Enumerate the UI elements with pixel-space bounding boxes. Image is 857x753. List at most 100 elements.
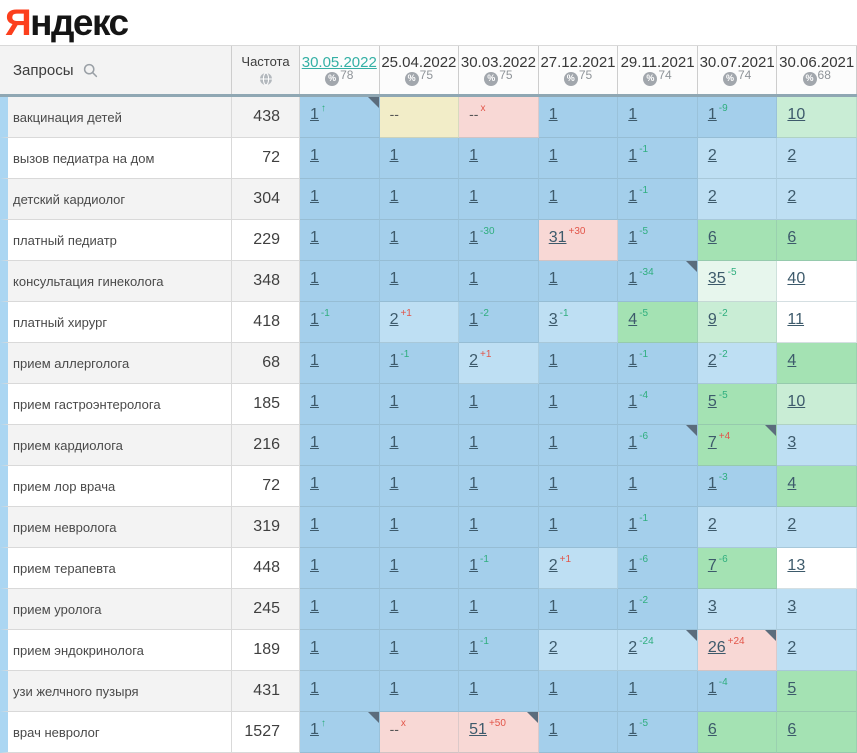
- position-link[interactable]: 1: [389, 516, 399, 533]
- position-link[interactable]: 1: [469, 229, 479, 246]
- position-link[interactable]: 1: [310, 475, 319, 492]
- position-link[interactable]: 1: [469, 270, 479, 287]
- position-link[interactable]: 1: [310, 311, 319, 328]
- position-link[interactable]: 6: [707, 721, 717, 738]
- position-link[interactable]: 1: [628, 434, 638, 451]
- position-link[interactable]: 1: [310, 188, 319, 205]
- date-link[interactable]: 25.04.2022: [381, 54, 457, 72]
- position-link[interactable]: 1: [310, 434, 319, 451]
- position-link[interactable]: 2: [548, 639, 558, 656]
- position-link[interactable]: 1: [707, 680, 717, 697]
- corner-note-icon[interactable]: [765, 630, 777, 641]
- position-link[interactable]: 26: [707, 639, 726, 656]
- position-link[interactable]: 2: [787, 147, 797, 164]
- position-link[interactable]: 1: [389, 598, 399, 615]
- position-link[interactable]: 3: [548, 311, 558, 328]
- position-link[interactable]: 1: [310, 147, 319, 164]
- position-link[interactable]: 2: [787, 188, 797, 205]
- keyword-cell[interactable]: прием лор врача: [0, 466, 232, 507]
- keyword-cell[interactable]: платный хирург: [0, 302, 232, 343]
- frequency-column-header[interactable]: Частота: [232, 46, 300, 94]
- position-link[interactable]: 4: [787, 352, 797, 369]
- position-link[interactable]: 1: [310, 270, 319, 287]
- position-link[interactable]: 2: [707, 188, 717, 205]
- position-link[interactable]: 10: [787, 106, 806, 123]
- position-link[interactable]: 1: [310, 639, 319, 656]
- position-link[interactable]: 3: [707, 598, 717, 615]
- keyword-cell[interactable]: прием аллерголога: [0, 343, 232, 384]
- position-link[interactable]: 2: [628, 639, 638, 656]
- position-link[interactable]: 1: [548, 352, 558, 369]
- position-link[interactable]: 1: [389, 270, 399, 287]
- position-link[interactable]: 40: [787, 270, 806, 287]
- position-link[interactable]: 1: [628, 229, 638, 246]
- keyword-cell[interactable]: вакцинация детей: [0, 97, 232, 138]
- keyword-cell[interactable]: вызов педиатра на дом: [0, 138, 232, 179]
- position-link[interactable]: 1: [628, 106, 638, 123]
- position-link[interactable]: 1: [548, 434, 558, 451]
- position-link[interactable]: 1: [548, 516, 558, 533]
- position-link[interactable]: 1: [389, 557, 399, 574]
- position-link[interactable]: 1: [628, 557, 638, 574]
- position-link[interactable]: 1: [628, 147, 638, 164]
- keyword-cell[interactable]: прием эндокринолога: [0, 630, 232, 671]
- keyword-cell[interactable]: консультация гинеколога: [0, 261, 232, 302]
- keyword-cell[interactable]: детский кардиолог: [0, 179, 232, 220]
- position-link[interactable]: 31: [548, 229, 567, 246]
- keyword-cell[interactable]: прием гастроэнтеролога: [0, 384, 232, 425]
- position-link[interactable]: 1: [310, 393, 319, 410]
- position-link[interactable]: 1: [389, 680, 399, 697]
- position-link[interactable]: 2: [548, 557, 558, 574]
- position-link[interactable]: 2: [707, 516, 717, 533]
- position-link[interactable]: 1: [310, 229, 319, 246]
- position-link[interactable]: 1: [310, 106, 319, 123]
- position-link[interactable]: 1: [628, 393, 638, 410]
- position-link[interactable]: 1: [548, 188, 558, 205]
- position-link[interactable]: 1: [548, 393, 558, 410]
- position-link[interactable]: 1: [389, 475, 399, 492]
- search-icon[interactable]: [83, 63, 98, 78]
- position-link[interactable]: 1: [389, 229, 399, 246]
- position-link[interactable]: 1: [628, 188, 638, 205]
- position-link[interactable]: 1: [469, 557, 479, 574]
- position-link[interactable]: 1: [310, 598, 319, 615]
- position-link[interactable]: 5: [787, 680, 797, 697]
- position-link[interactable]: 13: [787, 557, 806, 574]
- position-link[interactable]: 1: [469, 311, 479, 328]
- position-link[interactable]: 1: [628, 680, 638, 697]
- position-link[interactable]: 1: [469, 598, 479, 615]
- position-link[interactable]: 1: [310, 516, 319, 533]
- position-link[interactable]: 1: [548, 106, 558, 123]
- position-link[interactable]: 1: [628, 352, 638, 369]
- position-link[interactable]: 6: [707, 229, 717, 246]
- corner-note-icon[interactable]: [685, 425, 697, 436]
- position-link[interactable]: 4: [787, 475, 797, 492]
- corner-note-icon[interactable]: [685, 261, 697, 272]
- date-link[interactable]: 27.12.2021: [540, 54, 616, 72]
- position-link[interactable]: 9: [707, 311, 717, 328]
- position-link[interactable]: 2: [707, 147, 717, 164]
- date-link[interactable]: 30.05.2022: [301, 54, 377, 72]
- date-link[interactable]: 30.03.2022: [460, 54, 536, 72]
- position-link[interactable]: 3: [787, 434, 797, 451]
- position-link[interactable]: 1: [548, 147, 558, 164]
- position-link[interactable]: 2: [389, 311, 399, 328]
- position-link[interactable]: 51: [469, 721, 487, 738]
- position-link[interactable]: 1: [310, 721, 319, 738]
- position-link[interactable]: 1: [707, 475, 717, 492]
- position-link[interactable]: 1: [389, 147, 399, 164]
- corner-note-icon[interactable]: [765, 425, 777, 436]
- keyword-cell[interactable]: платный педиатр: [0, 220, 232, 261]
- position-link[interactable]: 1: [548, 721, 558, 738]
- position-link[interactable]: 3: [787, 598, 797, 615]
- position-link[interactable]: 1: [548, 270, 558, 287]
- corner-note-icon[interactable]: [367, 97, 379, 108]
- corner-note-icon[interactable]: [526, 712, 538, 723]
- keyword-cell[interactable]: прием невролога: [0, 507, 232, 548]
- position-link[interactable]: 1: [548, 680, 558, 697]
- position-link[interactable]: 1: [628, 516, 638, 533]
- position-link[interactable]: 1: [469, 680, 479, 697]
- position-link[interactable]: 2: [787, 639, 797, 656]
- position-link[interactable]: 1: [628, 475, 638, 492]
- position-link[interactable]: 7: [707, 557, 717, 574]
